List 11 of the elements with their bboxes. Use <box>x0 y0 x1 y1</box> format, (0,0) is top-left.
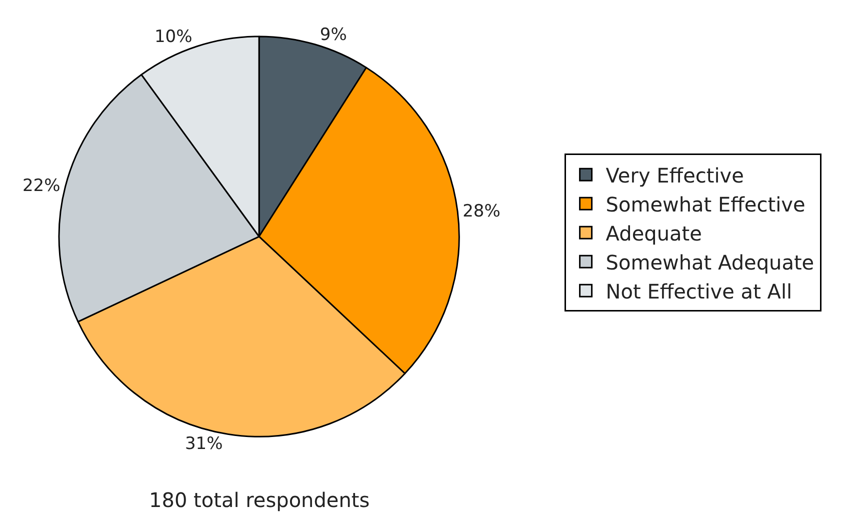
legend-label: Adequate <box>606 221 702 246</box>
legend-label: Not Effective at All <box>606 279 792 304</box>
text: 180 total respondents <box>149 488 370 512</box>
data-label: 28% <box>462 201 500 222</box>
legend-label: Somewhat Adequate <box>606 250 814 274</box>
data-label: 22% <box>22 176 60 196</box>
data-label: 31% <box>184 434 223 454</box>
legend-label: Somewhat Effective <box>606 192 806 216</box>
data-label: 10% <box>154 27 192 48</box>
legend-label: Very Effective <box>606 163 744 188</box>
data-label: 9% <box>320 25 347 46</box>
